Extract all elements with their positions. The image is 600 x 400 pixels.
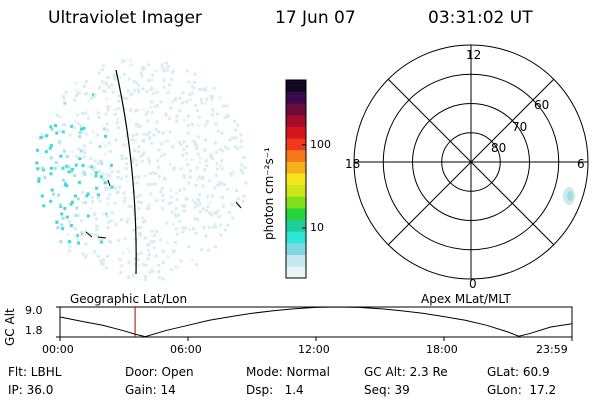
colorbar-cell: [286, 126, 306, 139]
track-xtick-label: 12:00: [298, 343, 330, 356]
colorbar-cell: [286, 80, 306, 92]
colorbar-cell: [286, 114, 306, 127]
colorbar-tick-label: 100: [310, 137, 331, 151]
door-info: Door: Open: [125, 365, 194, 379]
auroral-emission-pixels: [35, 58, 248, 281]
track-right-title: Apex MLat/MLT: [421, 292, 511, 306]
colorbar-cell: [286, 91, 306, 104]
coast-mark: [97, 236, 107, 239]
track-frame: [59, 306, 573, 338]
track-ytick-top: 9.0: [25, 304, 43, 317]
mlt-label-12: 12: [466, 48, 482, 62]
colorbar-cell: [286, 219, 306, 232]
glat-info: GLat: 60.9: [487, 365, 550, 379]
mode-info: Mode: Normal: [246, 365, 330, 379]
track-xtick-label: 23:59: [536, 343, 568, 356]
track-xtick-label: 18:00: [426, 343, 458, 356]
time-label: 03:31:02 UT: [428, 8, 533, 28]
dsp-info: Dsp: 1.4: [246, 383, 304, 397]
colorbar-cell: [286, 231, 306, 244]
seq-info: Seq: 39: [364, 383, 410, 397]
colorbar-tick-label: 10: [310, 220, 324, 234]
colorbar-cell: [286, 138, 306, 151]
track-xtick-label: 06:00: [170, 343, 202, 356]
colorbar-cell: [286, 184, 306, 197]
mlt-label-18: 18: [345, 157, 361, 171]
colorbar-cell: [286, 196, 306, 209]
glon-info: GLon: 17.2: [487, 383, 557, 397]
altitude-line: [59, 306, 573, 338]
filter-info: Flt: LBHL: [8, 365, 62, 379]
colorbar-frame: [285, 79, 307, 279]
emission-patch-core: [567, 191, 573, 201]
instrument-title: Ultraviolet Imager: [48, 8, 202, 28]
date-label: 17 Jun 07: [275, 8, 356, 28]
mlt-label-0: 0: [469, 277, 477, 291]
mlt-label-6: 6: [577, 157, 585, 171]
lat-label-60: 60: [534, 98, 550, 112]
coast-mark: [85, 231, 93, 238]
gc-alt-info: GC Alt: 2.3 Re: [364, 365, 448, 379]
gain-info: Gain: 14: [125, 383, 176, 397]
colorbar-cell: [286, 254, 306, 267]
colorbar-cell: [286, 266, 306, 279]
track-left-title: Geographic Lat/Lon: [70, 292, 188, 306]
colorbar-cell: [286, 149, 306, 162]
lat-label-80: 80: [491, 141, 507, 155]
colorbar-cell: [286, 243, 306, 256]
coast-mark: [107, 179, 111, 187]
colorbar-cell: [286, 161, 306, 174]
lat-label-70: 70: [512, 120, 528, 134]
mlt-axis: [387, 78, 555, 246]
colorbar-cell: [286, 208, 306, 221]
terminator-line: [115, 69, 137, 275]
coast-mark: [235, 201, 242, 209]
colorbar-cell: [286, 103, 306, 116]
track-xtick-label: 00:00: [42, 343, 74, 356]
track-ytick-bottom: 1.8: [25, 324, 43, 337]
ip-info: IP: 36.0: [8, 383, 54, 397]
colorbar-cell: [286, 173, 306, 186]
